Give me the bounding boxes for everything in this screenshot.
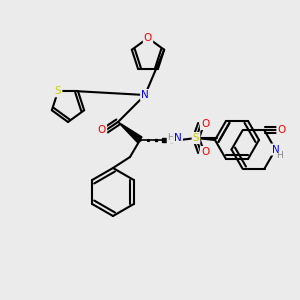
Text: O: O <box>278 125 286 136</box>
Polygon shape <box>118 122 142 143</box>
Text: H: H <box>276 151 283 160</box>
Text: S: S <box>193 133 199 143</box>
Text: O: O <box>201 147 209 157</box>
Text: O: O <box>144 33 152 43</box>
Text: N: N <box>174 133 182 143</box>
Text: S: S <box>55 86 61 96</box>
Text: O: O <box>201 119 209 129</box>
Text: N: N <box>272 145 279 154</box>
Text: N: N <box>141 90 149 100</box>
Text: O: O <box>98 125 106 135</box>
Text: H: H <box>168 134 174 142</box>
